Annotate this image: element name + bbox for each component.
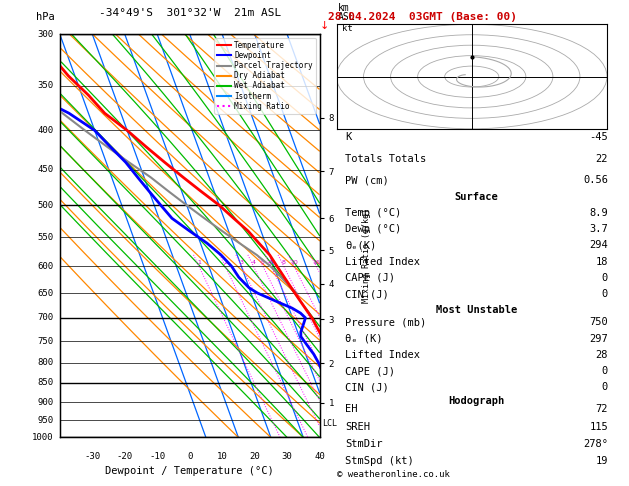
Text: Mixing Ratio (g/kg): Mixing Ratio (g/kg) — [362, 208, 370, 303]
Text: Surface: Surface — [455, 191, 498, 202]
Text: -34°49'S  301°32'W  21m ASL: -34°49'S 301°32'W 21m ASL — [99, 8, 281, 18]
Legend: Temperature, Dewpoint, Parcel Trajectory, Dry Adiabat, Wet Adiabat, Isotherm, Mi: Temperature, Dewpoint, Parcel Trajectory… — [214, 38, 316, 114]
Text: 400: 400 — [37, 126, 53, 135]
Text: 19: 19 — [596, 456, 608, 466]
Text: kt: kt — [342, 23, 353, 33]
Text: 350: 350 — [37, 81, 53, 90]
Text: 278°: 278° — [583, 439, 608, 449]
Text: 28.04.2024  03GMT (Base: 00): 28.04.2024 03GMT (Base: 00) — [328, 12, 517, 22]
Text: 750: 750 — [589, 317, 608, 327]
Text: 450: 450 — [37, 165, 53, 174]
Text: 20: 20 — [249, 451, 260, 461]
Text: ↓: ↓ — [320, 21, 329, 31]
Text: Totals Totals: Totals Totals — [345, 154, 426, 164]
Text: 297: 297 — [589, 333, 608, 344]
Text: 3: 3 — [240, 260, 243, 265]
Text: Pressure (mb): Pressure (mb) — [345, 317, 426, 327]
Text: km
ASL: km ASL — [338, 3, 355, 22]
Text: 550: 550 — [37, 233, 53, 242]
Text: 850: 850 — [37, 379, 53, 387]
Text: 16: 16 — [313, 260, 320, 265]
Text: LCL: LCL — [322, 419, 337, 428]
Text: hPa: hPa — [36, 12, 55, 22]
Text: 650: 650 — [37, 289, 53, 297]
Text: 294: 294 — [589, 240, 608, 250]
Text: 10: 10 — [290, 260, 298, 265]
Text: 3.7: 3.7 — [589, 224, 608, 234]
Text: CIN (J): CIN (J) — [345, 382, 389, 393]
Text: θₑ(K): θₑ(K) — [345, 240, 376, 250]
Text: 700: 700 — [37, 313, 53, 322]
Text: StmSpd (kt): StmSpd (kt) — [345, 456, 414, 466]
Text: CAPE (J): CAPE (J) — [345, 273, 395, 283]
Text: CAPE (J): CAPE (J) — [345, 366, 395, 376]
Text: 0: 0 — [602, 289, 608, 299]
Text: 0: 0 — [187, 451, 192, 461]
Text: 0: 0 — [602, 366, 608, 376]
Text: 750: 750 — [37, 336, 53, 346]
Text: Hodograph: Hodograph — [448, 396, 504, 406]
Text: StmDir: StmDir — [345, 439, 382, 449]
Text: 900: 900 — [37, 398, 53, 407]
Text: 18: 18 — [596, 257, 608, 266]
Text: 300: 300 — [37, 30, 53, 38]
Text: -10: -10 — [149, 451, 165, 461]
Text: 1000: 1000 — [31, 433, 53, 442]
Text: Temp (°C): Temp (°C) — [345, 208, 401, 218]
Text: EH: EH — [345, 404, 357, 415]
Text: 72: 72 — [596, 404, 608, 415]
Text: 800: 800 — [37, 358, 53, 367]
Text: -45: -45 — [589, 132, 608, 142]
Text: 2: 2 — [223, 260, 227, 265]
Text: 5: 5 — [261, 260, 265, 265]
Text: 600: 600 — [37, 262, 53, 271]
Text: 0.56: 0.56 — [583, 175, 608, 185]
Text: 22: 22 — [596, 154, 608, 164]
Text: 8: 8 — [282, 260, 286, 265]
Text: Dewpoint / Temperature (°C): Dewpoint / Temperature (°C) — [105, 467, 274, 476]
Text: Most Unstable: Most Unstable — [436, 305, 517, 315]
Text: 0: 0 — [602, 273, 608, 283]
Text: 30: 30 — [282, 451, 292, 461]
Text: θₑ (K): θₑ (K) — [345, 333, 382, 344]
Text: 950: 950 — [37, 416, 53, 425]
Text: 115: 115 — [589, 422, 608, 432]
Text: 4: 4 — [252, 260, 255, 265]
Text: 10: 10 — [217, 451, 228, 461]
Text: SREH: SREH — [345, 422, 370, 432]
Text: Lifted Index: Lifted Index — [345, 257, 420, 266]
Text: Dewp (°C): Dewp (°C) — [345, 224, 401, 234]
Text: 0: 0 — [602, 382, 608, 393]
Text: © weatheronline.co.uk: © weatheronline.co.uk — [337, 469, 449, 479]
Text: -30: -30 — [84, 451, 100, 461]
Text: CIN (J): CIN (J) — [345, 289, 389, 299]
Text: 40: 40 — [314, 451, 325, 461]
Text: 28: 28 — [596, 350, 608, 360]
Text: -20: -20 — [116, 451, 133, 461]
Text: 8.9: 8.9 — [589, 208, 608, 218]
Text: 1: 1 — [197, 260, 201, 265]
Text: 6: 6 — [269, 260, 273, 265]
Text: PW (cm): PW (cm) — [345, 175, 389, 185]
Text: K: K — [345, 132, 351, 142]
Text: 500: 500 — [37, 201, 53, 209]
Text: Lifted Index: Lifted Index — [345, 350, 420, 360]
